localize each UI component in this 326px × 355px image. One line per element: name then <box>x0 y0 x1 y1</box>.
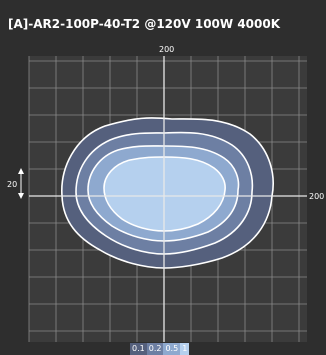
legend: 0.1 0.2 0.5 1 <box>130 343 190 355</box>
legend-item: 0.2 <box>146 343 164 355</box>
legend-item: 1 <box>180 343 190 355</box>
axis-label-top: 200 <box>159 45 174 54</box>
scale-label: 20 <box>7 180 17 189</box>
legend-item: 0.5 <box>163 343 181 355</box>
scale-marker-arrow-up-icon <box>18 168 24 174</box>
axis-label-right: 200 <box>309 192 324 201</box>
chart-title: [A]-AR2-100P-40-T2 @120V 100W 4000K <box>8 17 281 31</box>
legend-item: 0.1 <box>130 343 147 355</box>
scale-marker-arrow-down-icon <box>18 193 24 199</box>
